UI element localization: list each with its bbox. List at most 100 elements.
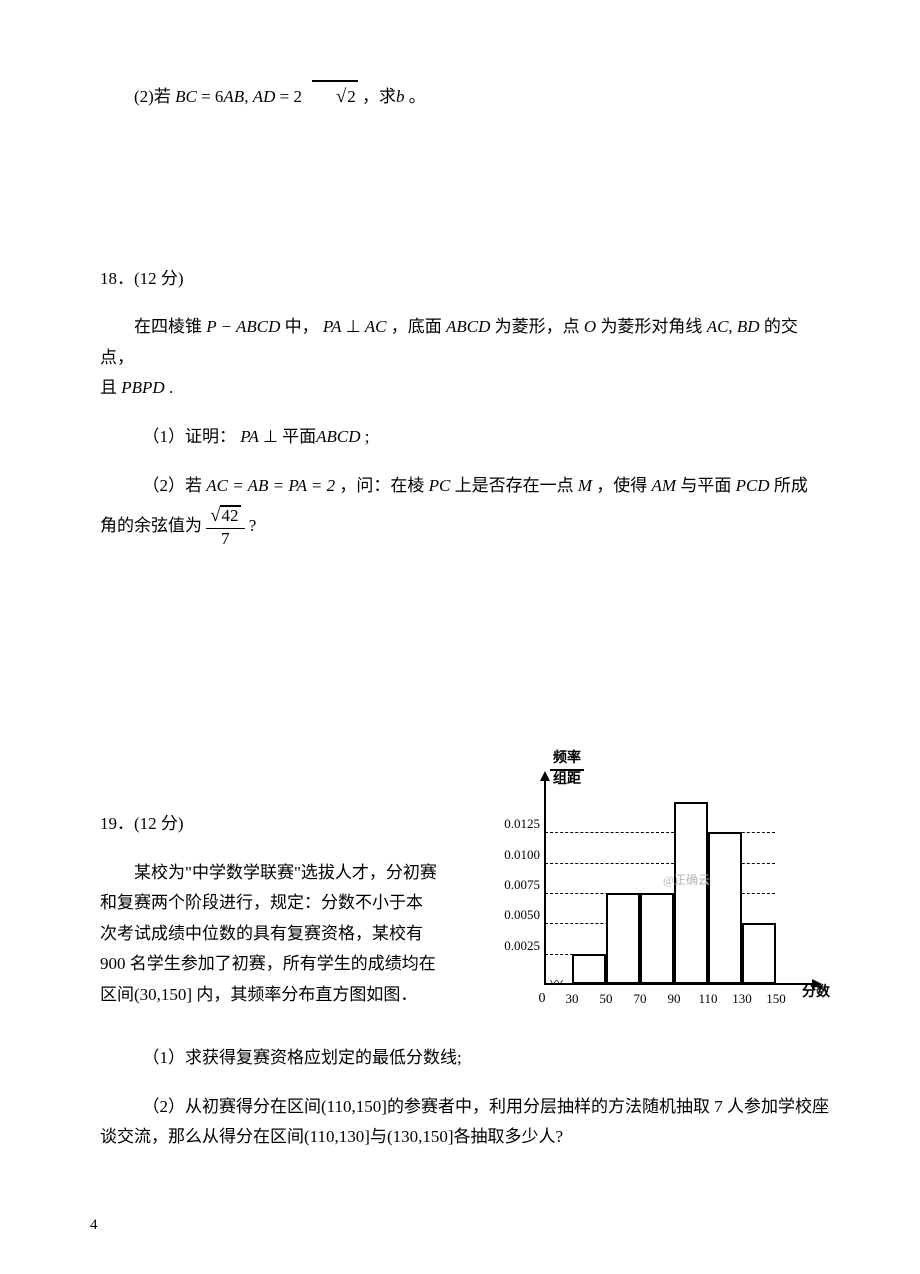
q19-p2-l1-post: 的参赛者中，利用分层抽样的方法随机抽取 7 人参加学校座 (387, 1097, 829, 1116)
spacer (100, 114, 830, 264)
q18-part2-l2: 角的余弦值为 √42 7 ? (100, 505, 830, 549)
q19-p2-int3: (130,150] (387, 1127, 454, 1146)
q18-p2-mid1: ，问：在棱 (339, 476, 428, 495)
q18-p1-num: （1）证明： (143, 427, 241, 446)
histogram-bar (572, 954, 606, 984)
q18-p1-pa: PA (240, 427, 259, 446)
q18-p2-l2-post: ? (249, 516, 257, 535)
q19-part2-l2: 谈交流，那么从得分在区间(110,130]与(130,150]各抽取多少人? (100, 1122, 830, 1153)
q19-para-l5: 区间(30,150] 内，其频率分布直方图如图． (100, 980, 470, 1011)
origin-label: 0 (536, 991, 548, 1007)
ytick-label: 0.0125 (492, 816, 540, 832)
q19-part2-l1: （2）从初赛得分在区间(110,150]的参赛者中，利用分层抽样的方法随机抽取 … (100, 1092, 830, 1123)
x-break: 〰 (550, 972, 563, 991)
xtick-label: 130 (732, 991, 752, 1007)
q17-ab: AB (223, 87, 244, 106)
q18-mid1: 中， (285, 317, 323, 336)
q18-p2-mid5: 所成 (774, 476, 808, 495)
histogram-bar (708, 832, 742, 984)
q17-bc: BC (175, 87, 197, 106)
q18-p1-plane: ABCD (316, 427, 360, 446)
q18-l2-pre: 且 (100, 378, 121, 397)
q18-pts: ．(12 分) (117, 269, 184, 288)
xtick-label: 110 (698, 991, 717, 1007)
q19-para-l2: 和复赛两个阶段进行，规定：分数不小于本 (100, 888, 470, 919)
spacer (100, 549, 830, 749)
q18-p2-plane: PCD (736, 476, 770, 495)
q19-p2-l2-mid: 与 (370, 1127, 387, 1146)
q18-p1-end: ; (365, 427, 370, 446)
ylabel-divider (550, 769, 584, 771)
q19-p2-l2-post: 各抽取多少人? (454, 1127, 564, 1146)
q19-l5-post: 内，其频率分布直方图如图． (192, 985, 417, 1004)
histogram-bar (742, 923, 776, 984)
q18-O: O (584, 317, 596, 336)
q17-sep: , (244, 87, 253, 106)
xtick-label: 30 (566, 991, 579, 1007)
q18-frac: √42 7 (206, 505, 244, 549)
chart-axes: 0 〰 0.00250.00500.00750.01000.0125@正确云30… (544, 785, 824, 985)
spacer (100, 749, 470, 809)
q18-pa: PA (323, 317, 342, 336)
histogram-bar (674, 802, 708, 984)
page-number: 4 (90, 1217, 98, 1234)
q19-l5-pre: 区间 (100, 985, 134, 1004)
q19-row: 19．(12 分) 某校为"中学数学联赛"选拔人才，分初赛 和复赛两个阶段进行，… (100, 749, 830, 1019)
q18-perp1: ⊥ (341, 317, 364, 336)
q19-p2-l2-pre: 谈交流，那么从得分在区间 (100, 1127, 304, 1146)
q19-header: 19．(12 分) (100, 809, 470, 840)
q18-l2-post: . (169, 378, 173, 397)
q18-base: ABCD (446, 317, 490, 336)
q18-mid2: ，底面 (391, 317, 446, 336)
q19-interval: (30,150] (134, 985, 192, 1004)
xtick-label: 150 (766, 991, 786, 1007)
q19-para-l3: 次考试成绩中位数的具有复赛资格，某校有 (100, 919, 470, 950)
q18-p2-pt: M (578, 476, 592, 495)
q18-solid: P − ABCD (206, 317, 280, 336)
ytick-label: 0.0075 (492, 877, 540, 893)
q17-2: 2 (293, 87, 302, 106)
q19-para-l1: 某校为"中学数学联赛"选拔人才，分初赛 (100, 858, 470, 889)
q19-num: 19 (100, 814, 117, 833)
q18-mid3: 为菱形，点 (495, 317, 580, 336)
q19-p2-int1: (110,150] (321, 1097, 387, 1116)
q19-text: 19．(12 分) 某校为"中学数学联赛"选拔人才，分初赛 和复赛两个阶段进行，… (100, 749, 470, 1011)
q18-p1-perp: ⊥ (259, 427, 282, 446)
q18-p1-mid: 平面 (282, 427, 316, 446)
q18-mid4: 为菱形对角线 (600, 317, 706, 336)
q18-p2-mid4: 与平面 (680, 476, 735, 495)
ytick-label: 0.0050 (492, 907, 540, 923)
q18-p2-line: AM (652, 476, 677, 495)
q17-sqrt: √2 (302, 80, 358, 114)
q19-p2-l1-pre: （2）从初赛得分在区间 (143, 1097, 322, 1116)
q18-intro-pre: 在四棱锥 (134, 317, 206, 336)
ytick-label: 0.0100 (492, 847, 540, 863)
histogram-bar (640, 893, 674, 984)
page-content: (2)若 BC = 6AB, AD = 2√2 ，求b 。 18．(12 分) … (0, 0, 920, 1193)
histogram-chart: 频率 组距 分数 0 〰 0.00250.00500.00750.01000.0… (490, 749, 830, 1019)
q17-part2: (2)若 BC = 6AB, AD = 2√2 ，求b 。 (100, 80, 830, 114)
q18-part2-l1: （2）若 AC = AB = PA = 2 ，问：在棱 PC 上是否存在一点 M… (100, 471, 830, 502)
ylabel-top: 频率 (553, 751, 581, 766)
watermark: @正确云 (663, 871, 710, 888)
q19-p2-int2: (110,130] (304, 1127, 370, 1146)
q17-period: 。 (404, 87, 425, 106)
histogram-bar (606, 893, 640, 984)
q18-intro-line1: 在四棱锥 P − ABCD 中， PA ⊥ AC ，底面 ABCD 为菱形，点 … (100, 312, 830, 373)
q17-ad: AD (253, 87, 276, 106)
q19-pts: ．(12 分) (117, 814, 184, 833)
q18-p2-eq: AC = AB = PA = 2 (206, 476, 335, 495)
q18-p2-mid2: 上是否存在一点 (455, 476, 578, 495)
ytick-label: 0.0025 (492, 938, 540, 954)
xtick-label: 90 (668, 991, 681, 1007)
q18-part1: （1）证明： PA ⊥ 平面ABCD ; (100, 422, 830, 453)
q18-p2-num: （2）若 (143, 476, 207, 495)
q18-intro-line2: 且 PBPD . (100, 373, 830, 404)
q18-p2-mid3: ，使得 (596, 476, 651, 495)
q18-header: 18．(12 分) (100, 264, 830, 295)
xtick-label: 50 (600, 991, 613, 1007)
q17-eq2: = (280, 87, 294, 106)
q18-pd: PD (142, 378, 165, 397)
q18-num: 18 (100, 269, 117, 288)
q18-diag: AC, BD (707, 317, 760, 336)
